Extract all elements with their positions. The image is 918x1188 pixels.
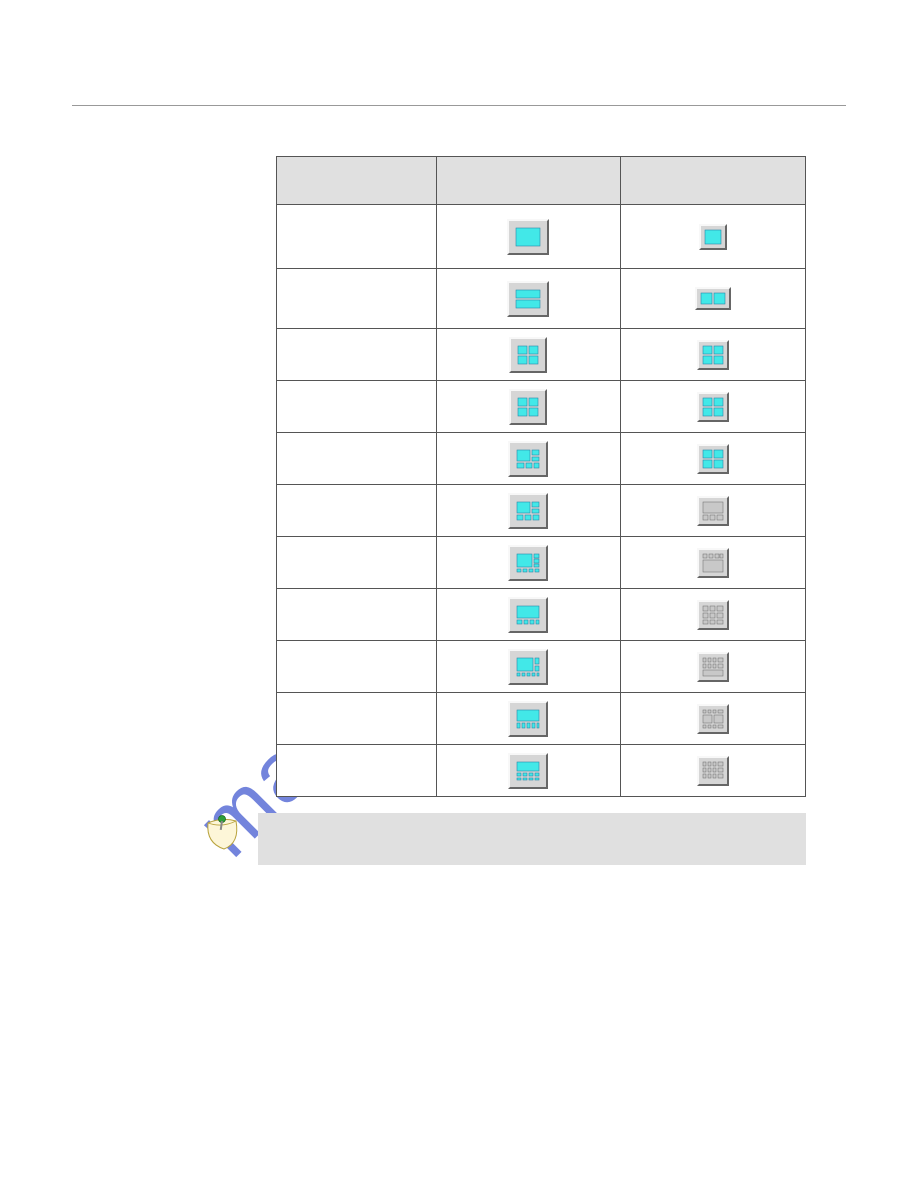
note-icon: [202, 813, 250, 853]
table-cell-icon-b: [621, 537, 806, 589]
layout-button[interactable]: [695, 287, 731, 310]
layout-button[interactable]: [509, 389, 547, 425]
table-row: [277, 381, 806, 433]
table-cell-icon-a: [436, 745, 621, 797]
table-cell-icon-b: [621, 329, 806, 381]
layout-button[interactable]: [508, 545, 548, 581]
table-cell-label: [277, 745, 437, 797]
table-row: [277, 745, 806, 797]
layout-button[interactable]: [697, 652, 729, 682]
header-divider: [72, 105, 846, 106]
table-cell-label: [277, 205, 437, 269]
table-cell-label: [277, 485, 437, 537]
table-cell-icon-a: [436, 641, 621, 693]
layout-button[interactable]: [507, 219, 549, 255]
table-cell-icon-b: [621, 269, 806, 329]
table-row: [277, 589, 806, 641]
layout-button[interactable]: [697, 756, 729, 786]
table-cell-icon-b: [621, 745, 806, 797]
layout-button[interactable]: [508, 701, 548, 737]
table-cell-label: [277, 381, 437, 433]
table-row: [277, 537, 806, 589]
table-header-cell: [436, 157, 621, 205]
layout-button[interactable]: [508, 597, 548, 633]
table-row: [277, 205, 806, 269]
table-row: [277, 269, 806, 329]
note-row: [72, 813, 846, 865]
layout-button[interactable]: [697, 392, 729, 422]
page: [0, 0, 918, 925]
layout-button[interactable]: [697, 496, 729, 526]
table-cell-icon-a: [436, 589, 621, 641]
layout-button[interactable]: [699, 224, 727, 250]
layout-button[interactable]: [697, 340, 729, 370]
layout-button[interactable]: [508, 441, 548, 477]
layout-button[interactable]: [697, 444, 729, 474]
table-cell-icon-b: [621, 433, 806, 485]
table-cell-label: [277, 269, 437, 329]
layout-button[interactable]: [507, 281, 549, 317]
note-box: [258, 813, 806, 865]
table-cell-icon-a: [436, 381, 621, 433]
table-cell-icon-b: [621, 693, 806, 745]
layout-button[interactable]: [697, 548, 729, 578]
table-cell-icon-a: [436, 537, 621, 589]
table-cell-label: [277, 693, 437, 745]
layout-button[interactable]: [508, 493, 548, 529]
layout-button[interactable]: [697, 704, 729, 734]
layout-button[interactable]: [508, 753, 548, 789]
table-header-cell: [621, 157, 806, 205]
table-cell-label: [277, 537, 437, 589]
table-cell-icon-a: [436, 433, 621, 485]
layout-button[interactable]: [697, 600, 729, 630]
table-cell-icon-b: [621, 381, 806, 433]
table-container: [72, 156, 846, 797]
table-cell-label: [277, 589, 437, 641]
table-cell-icon-a: [436, 485, 621, 537]
table-row: [277, 485, 806, 537]
table-row: [277, 433, 806, 485]
layout-button[interactable]: [508, 649, 548, 685]
table-row: [277, 329, 806, 381]
screen-division-table: [276, 156, 806, 797]
table-cell-label: [277, 641, 437, 693]
table-cell-icon-b: [621, 589, 806, 641]
table-cell-label: [277, 433, 437, 485]
table-cell-icon-b: [621, 641, 806, 693]
table-cell-icon-b: [621, 205, 806, 269]
table-cell-icon-b: [621, 485, 806, 537]
table-cell-label: [277, 329, 437, 381]
table-cell-icon-a: [436, 269, 621, 329]
table-row: [277, 693, 806, 745]
table-header-row: [277, 157, 806, 205]
table-row: [277, 641, 806, 693]
table-cell-icon-a: [436, 329, 621, 381]
table-header-cell: [277, 157, 437, 205]
table-cell-icon-a: [436, 205, 621, 269]
table-cell-icon-a: [436, 693, 621, 745]
layout-button[interactable]: [509, 337, 547, 373]
